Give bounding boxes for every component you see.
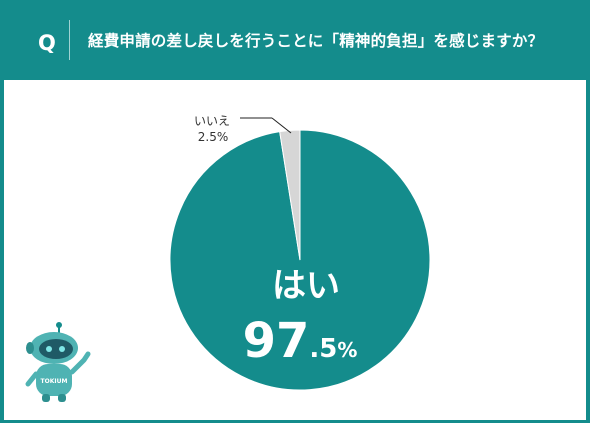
yes-value-unit: % bbox=[337, 338, 357, 362]
yes-category-label: はい bbox=[272, 266, 340, 306]
no-value-label: 2.5% bbox=[198, 130, 229, 144]
yes-value-decimal: .5 bbox=[309, 334, 337, 364]
header-bar: Q 経費申請の差し戻しを行うことに「精神的負担」を感じますか？ bbox=[0, 0, 590, 80]
question-badge: Q bbox=[38, 31, 56, 55]
yes-value-label: 97.5% bbox=[243, 313, 358, 369]
yes-value-main: 97 bbox=[243, 313, 310, 369]
question-text: 経費申請の差し戻しを行うことに「精神的負担」を感じますか？ bbox=[88, 32, 544, 50]
mascot-chest-text: TOKIUM bbox=[41, 378, 68, 385]
robot-mascot-icon: TOKIUM bbox=[25, 322, 91, 402]
pie-slices bbox=[169, 129, 431, 391]
pie-slice-no bbox=[279, 129, 301, 261]
header-divider bbox=[69, 20, 70, 60]
no-category-label: いいえ bbox=[194, 114, 230, 128]
no-leader-line-diagonal bbox=[271, 117, 292, 134]
